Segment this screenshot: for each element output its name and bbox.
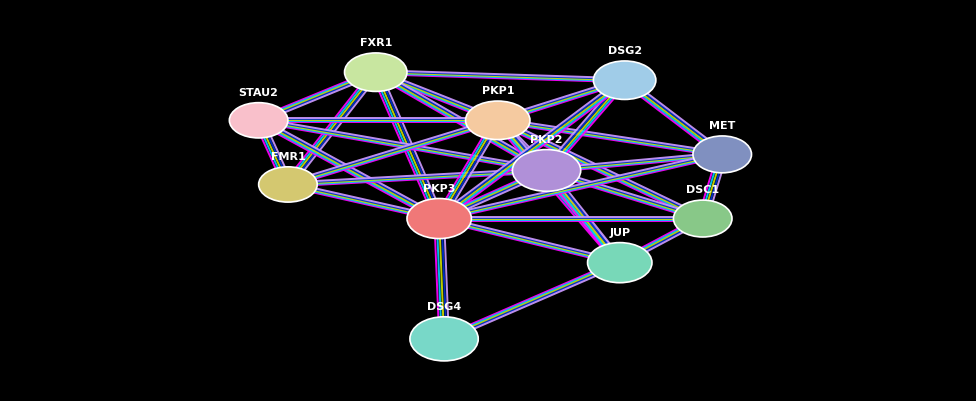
Ellipse shape xyxy=(693,136,752,173)
Ellipse shape xyxy=(259,167,317,202)
Ellipse shape xyxy=(466,101,530,140)
Text: FMR1: FMR1 xyxy=(270,152,305,162)
Ellipse shape xyxy=(407,198,471,239)
Ellipse shape xyxy=(588,243,652,283)
Text: STAU2: STAU2 xyxy=(239,88,278,98)
Ellipse shape xyxy=(229,103,288,138)
Ellipse shape xyxy=(673,200,732,237)
Ellipse shape xyxy=(512,150,581,191)
Text: DSG2: DSG2 xyxy=(608,46,641,56)
Text: JUP: JUP xyxy=(609,228,630,238)
Ellipse shape xyxy=(345,53,407,91)
Ellipse shape xyxy=(410,317,478,361)
Ellipse shape xyxy=(593,61,656,99)
Text: MET: MET xyxy=(709,121,736,131)
Text: PKP1: PKP1 xyxy=(481,86,514,96)
Text: PKP2: PKP2 xyxy=(530,135,563,145)
Text: DSC1: DSC1 xyxy=(686,185,719,195)
Text: FXR1: FXR1 xyxy=(359,38,392,48)
Text: DSG4: DSG4 xyxy=(427,302,462,312)
Text: PKP3: PKP3 xyxy=(423,184,456,194)
